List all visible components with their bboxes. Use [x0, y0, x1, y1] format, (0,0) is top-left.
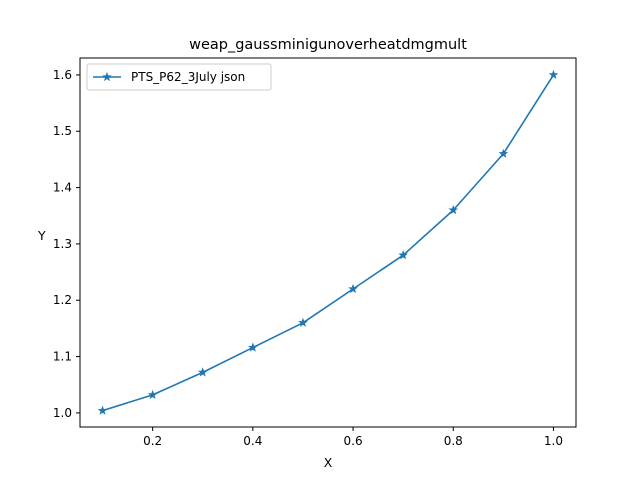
x-axis-label: X — [324, 455, 333, 470]
data-point-star-marker — [197, 367, 208, 377]
y-tick-label: 1.0 — [53, 406, 72, 420]
series-layer — [97, 69, 559, 415]
x-tick-label: 0.4 — [243, 434, 262, 448]
series-line — [102, 74, 555, 412]
x-tick-label: 0.8 — [444, 434, 463, 448]
y-tick-label: 1.3 — [53, 237, 72, 251]
data-point-star-marker — [498, 148, 509, 158]
y-tick-label: 1.6 — [53, 68, 72, 82]
data-point-star-marker — [97, 405, 108, 415]
x-tick-label: 1.0 — [544, 434, 563, 448]
y-tick-label: 1.1 — [53, 350, 72, 364]
data-point-star-marker — [398, 250, 408, 260]
x-axis: 0.2 0.4 0.6 0.8 1.0 — [143, 427, 563, 448]
data-point-star-marker — [348, 283, 358, 294]
legend: PTS_P62_3July json — [86, 63, 272, 91]
y-axis-label: Y — [37, 228, 46, 243]
legend-star-marker — [102, 71, 112, 82]
chart-title: weap_gaussminigunoverheatdmgmult — [189, 37, 467, 53]
y-axis: 1.0 1.1 1.2 1.3 1.4 1.5 1.6 — [53, 68, 80, 420]
x-tick-label: 0.2 — [143, 434, 162, 448]
data-point-star-marker — [448, 205, 459, 215]
data-point-star-marker — [298, 317, 308, 327]
plot-area — [79, 57, 577, 428]
legend-series-label: PTS_P62_3July json — [131, 70, 245, 84]
y-tick-label: 1.2 — [53, 293, 72, 307]
data-point-star-marker — [548, 69, 559, 79]
data-point-star-marker — [147, 389, 158, 399]
x-tick-label: 0.6 — [344, 434, 363, 448]
y-tick-label: 1.5 — [53, 124, 72, 138]
data-point-star-marker — [248, 342, 258, 352]
legend-frame — [86, 63, 272, 91]
y-tick-label: 1.4 — [53, 181, 72, 195]
